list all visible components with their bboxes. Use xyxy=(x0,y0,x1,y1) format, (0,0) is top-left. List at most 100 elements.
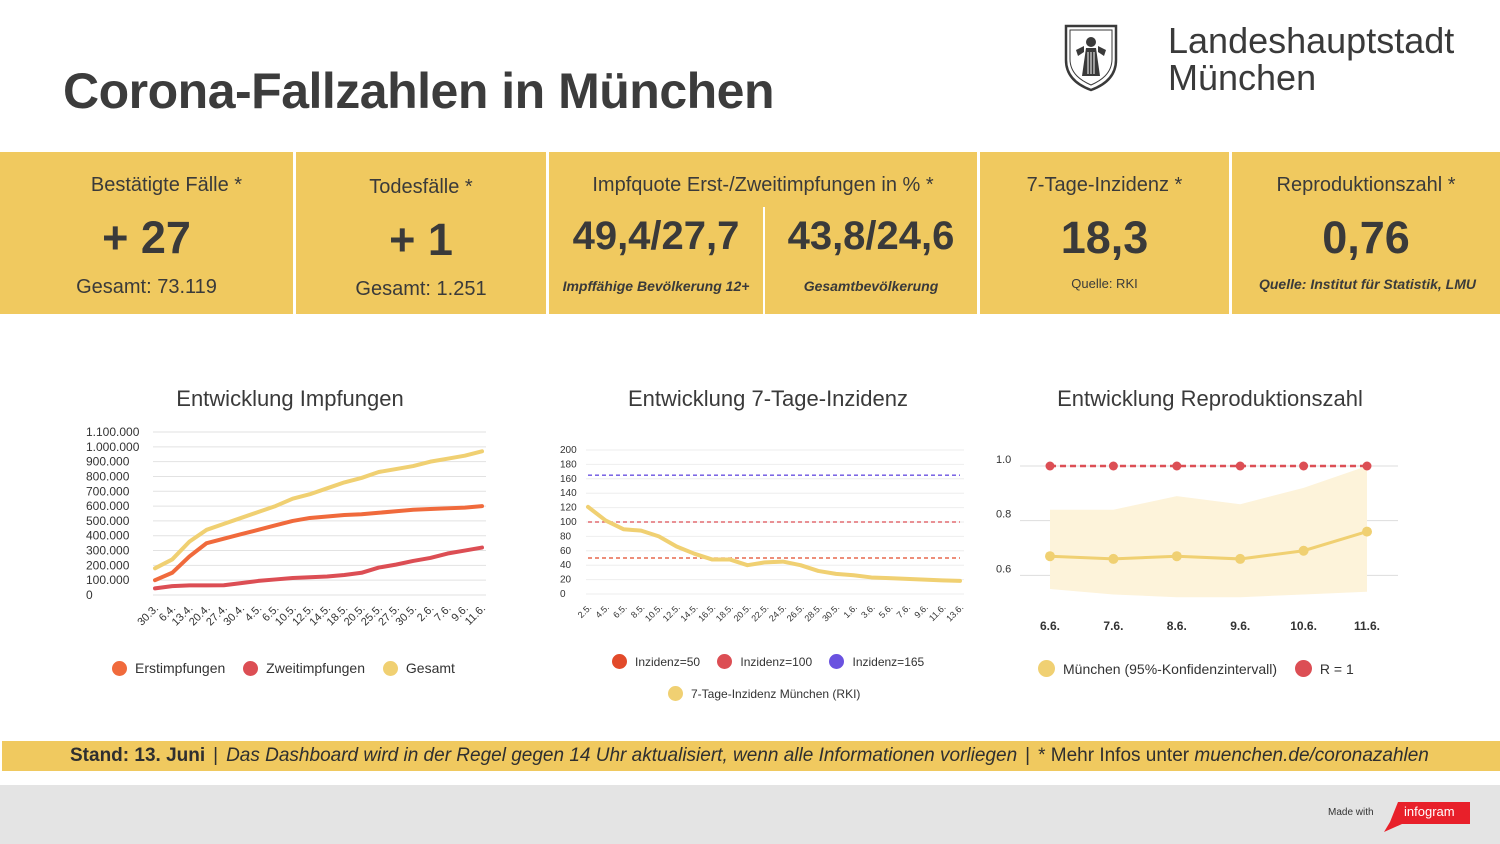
series-line-incidence-munich xyxy=(586,504,962,583)
x-tick-label: 9.6. xyxy=(1230,619,1250,633)
data-point-munich xyxy=(1045,551,1055,562)
legend-label-incidence-munich: 7-Tage-Inzidenz München (RKI) xyxy=(691,686,861,701)
legend-dot-inz165 xyxy=(829,654,845,669)
chart-incidence-legend-row2: 7-Tage-Inzidenz München (RKI) xyxy=(668,686,874,704)
legend-label-inz165: Inzidenz=165 xyxy=(852,654,925,669)
y-tick-label: 120 xyxy=(560,503,577,514)
data-point-r-one xyxy=(1045,461,1055,471)
y-tick-label: 100 xyxy=(560,517,577,528)
footer-separator-1: | xyxy=(213,745,219,766)
legend-item-second-dose[interactable]: Zweitimpfungen xyxy=(243,660,365,676)
stat-deaths-title: Todesfälle * xyxy=(369,176,473,198)
legend-dot-r-one xyxy=(1294,660,1312,677)
x-tick-label: 1.6. xyxy=(841,602,859,620)
stat-incidence-source: Quelle: RKI xyxy=(1071,276,1138,291)
legend-item-incidence-munich[interactable]: 7-Tage-Inzidenz München (RKI) xyxy=(668,686,860,701)
made-with-label: Made with xyxy=(1328,807,1374,818)
legend-item-inz165[interactable]: Inzidenz=165 xyxy=(829,654,924,669)
y-tick-label: 200.000 xyxy=(86,558,130,572)
vaccination-divider xyxy=(763,207,765,314)
footer-stand: Stand: 13. Juni xyxy=(70,745,206,766)
data-point-munich xyxy=(1171,551,1182,562)
legend-item-inz100[interactable]: Inzidenz=100 xyxy=(717,654,812,669)
y-tick-label: 40 xyxy=(560,560,572,571)
stat-cases: Bestätigte Fälle * + 27 Gesamt: 73.119 xyxy=(0,152,293,314)
stat-cases-total: Gesamt: 73.119 xyxy=(76,276,217,298)
x-tick-label: 7.6. xyxy=(895,602,913,620)
legend-item-total[interactable]: Gesamt xyxy=(382,660,455,676)
y-tick-label: 80 xyxy=(560,531,572,542)
stats-band: Bestätigte Fälle * + 27 Gesamt: 73.119 T… xyxy=(0,152,1500,314)
y-tick-label: 100.000 xyxy=(86,573,130,587)
y-tick-label: 1.100.000 xyxy=(86,425,140,439)
footer-more-link[interactable]: muenchen.de/coronazahlen xyxy=(1194,745,1429,766)
stat-r-value-title: Reproduktionszahl * xyxy=(1276,174,1456,196)
stat-r-value: Reproduktionszahl * 0,76 Quelle: Institu… xyxy=(1229,152,1500,314)
x-tick-label: 18.5. xyxy=(714,602,735,623)
y-tick-label: 20 xyxy=(560,575,572,586)
x-tick-label: 5.6. xyxy=(877,602,895,620)
logo-text-line1: Landeshauptstadt xyxy=(1168,20,1455,61)
y-tick-label: 160 xyxy=(560,474,577,485)
x-tick-label: 26.5. xyxy=(785,602,806,623)
legend-label-first-dose: Erstimpfungen xyxy=(135,660,226,676)
stat-cases-title: Bestätigte Fälle * xyxy=(90,174,243,196)
x-tick-label: 16.5. xyxy=(696,602,717,623)
data-point-munich xyxy=(1298,545,1309,556)
y-tick-label: 600.000 xyxy=(86,499,130,513)
series-line-second-dose xyxy=(153,545,484,591)
data-point-r-one xyxy=(1299,461,1309,471)
logo-text-line2: München xyxy=(1168,57,1317,98)
x-tick-label: 2.5. xyxy=(576,602,594,620)
legend-dot-inz100 xyxy=(717,654,733,669)
legend-label-second-dose: Zweitimpfungen xyxy=(266,660,365,676)
y-tick-label: 300.000 xyxy=(86,544,130,558)
infogram-brand-text: infogram xyxy=(1404,804,1455,819)
infogram-logo-icon[interactable] xyxy=(1384,802,1470,832)
legend-label-total: Gesamt xyxy=(405,660,455,676)
chart-r-value: 0.6 0.8 1.0 6.6. 7.6. 8.6. 9.6. 10.6. 11.6. xyxy=(996,454,1398,633)
y-tick-label: 400.000 xyxy=(86,529,130,543)
stat-vaccination-title: Impfquote Erst-/Zweitimpfungen in % * xyxy=(592,174,934,196)
legend-label-r-one: R = 1 xyxy=(1319,660,1354,677)
y-tick-label: 200 xyxy=(560,445,577,456)
munich-coat-of-arms-icon xyxy=(1064,24,1118,92)
series-line-first-dose xyxy=(153,504,484,583)
x-tick-label: 20.5. xyxy=(732,602,753,623)
data-point-munich xyxy=(1235,553,1246,564)
stat-r-value-source: Quelle: Institut für Statistik, LMU xyxy=(1258,276,1476,292)
x-tick-label: 22.5. xyxy=(749,602,770,623)
legend-item-r-one[interactable]: R = 1 xyxy=(1294,660,1354,677)
x-tick-label: 11.6. xyxy=(1354,619,1380,633)
chart-incidence-legend-row1: Inzidenz=50 Inzidenz=100 Inzidenz=165 xyxy=(612,654,938,672)
y-tick-label: 700.000 xyxy=(86,484,130,498)
data-point-munich xyxy=(1108,553,1119,564)
y-tick-label: 900.000 xyxy=(86,455,130,469)
y-tick-label: 180 xyxy=(560,459,577,470)
chart-vaccinations-legend: Erstimpfungen Zweitimpfungen Gesamt xyxy=(112,660,469,679)
city-logo: Landeshauptstadt München xyxy=(1062,22,1482,102)
data-point-r-one xyxy=(1108,461,1118,471)
legend-item-inz50[interactable]: Inzidenz=50 xyxy=(612,654,700,669)
y-tick-label: 60 xyxy=(560,546,572,557)
footer-bar: Stand: 13. Juni | Das Dashboard wird in de… xyxy=(2,741,1500,771)
stat-deaths: Todesfälle * + 1 Gesamt: 1.251 xyxy=(293,152,546,314)
legend-dot-total xyxy=(382,660,398,676)
series-line-munich xyxy=(1049,530,1368,561)
chart-vaccinations-title: Entwicklung Impfungen xyxy=(176,386,404,411)
stat-cases-value: + 27 xyxy=(102,212,191,263)
legend-item-munich-ci[interactable]: München (95%-Konfidenzintervall) xyxy=(1038,660,1277,677)
bottom-strip xyxy=(0,785,1500,844)
stat-incidence-value: 18,3 xyxy=(1060,212,1149,263)
x-tick-label: 10.6. xyxy=(1290,619,1317,633)
stat-incidence-title: 7-Tage-Inzidenz * xyxy=(1026,174,1183,196)
x-tick-label: 12.5. xyxy=(661,602,682,623)
y-tick-label: 140 xyxy=(560,488,577,499)
legend-item-first-dose[interactable]: Erstimpfungen xyxy=(112,660,225,676)
legend-dot-inz50 xyxy=(612,654,627,669)
y-tick-label: 800.000 xyxy=(86,469,130,483)
x-tick-label: 6.5. xyxy=(611,602,629,620)
legend-label-inz100: Inzidenz=100 xyxy=(740,654,813,669)
stat-vaccination: Impfquote Erst-/Zweitimpfungen in % * 49… xyxy=(546,152,977,314)
